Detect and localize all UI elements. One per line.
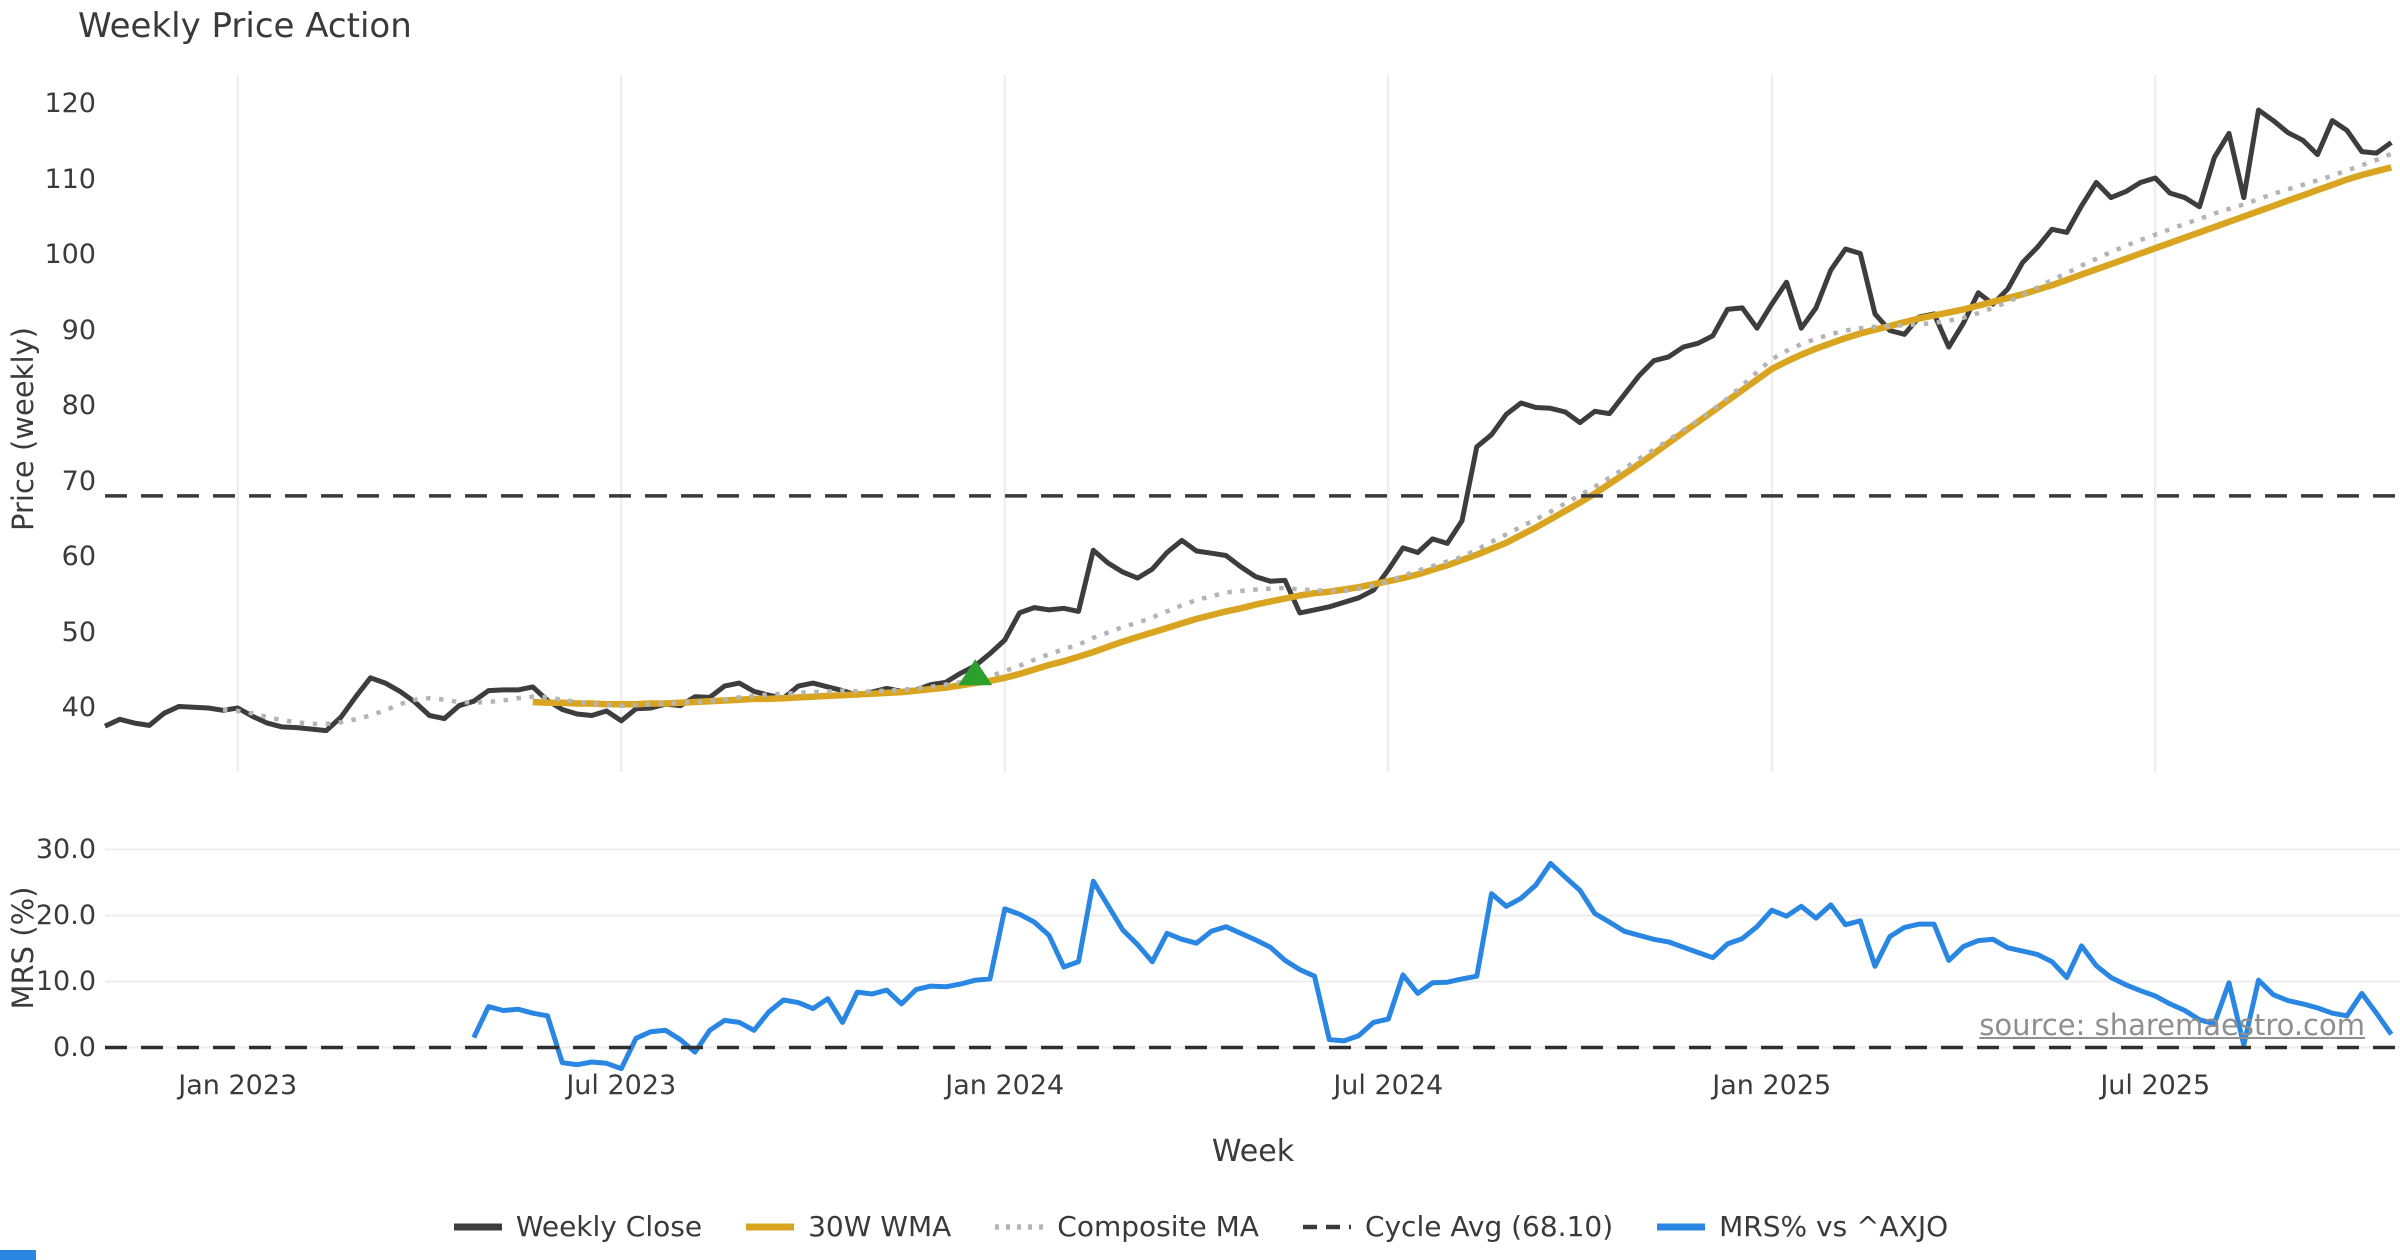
composite-ma-line [222, 151, 2393, 727]
legend-swatch-dotted-icon [995, 1223, 1044, 1230]
screen-edge-artifact [0, 1250, 36, 1260]
price-tick-100: 100 [44, 239, 96, 270]
price-tick-40: 40 [61, 692, 96, 723]
price-tick-90: 90 [61, 314, 96, 346]
legend-label: Cycle Avg (68.10) [1364, 1210, 1614, 1243]
source-note: source: sharemaestro.com [1979, 1008, 2365, 1042]
price-tick-70: 70 [61, 465, 96, 497]
price-tick-110: 110 [44, 163, 96, 195]
x-tick-jan-2023: Jan 2023 [178, 1070, 298, 1101]
legend-label: MRS% vs ^AXJO [1719, 1210, 1949, 1243]
price-tick-60: 60 [61, 541, 96, 572]
x-tick-jul-2023: Jul 2023 [566, 1070, 677, 1101]
legend-label: Composite MA [1057, 1210, 1259, 1243]
chart-title: Weekly Price Action [78, 6, 412, 46]
legend-swatch-solid-icon [453, 1223, 502, 1230]
price-tick-120: 120 [44, 88, 96, 119]
mrs-vs-axjo-line [471, 860, 2394, 1072]
legend-item-cycle-avg-68-10-: Cycle Avg (68.10) [1301, 1210, 1613, 1243]
mrs-tick-20.0: 20.0 [35, 899, 96, 931]
mrs-tick-30.0: 30.0 [35, 833, 96, 865]
30w-wma-line [532, 164, 2393, 708]
legend-label: Weekly Close [515, 1210, 703, 1243]
x-tick-jan-2024: Jan 2024 [945, 1070, 1065, 1101]
x-tick-jan-2025: Jan 2025 [1712, 1070, 1832, 1101]
mrs-tick-0.0: 0.0 [53, 1031, 96, 1063]
price-tick-80: 80 [61, 390, 96, 421]
price-tick-50: 50 [61, 616, 96, 648]
buy-signal-triangle-marker [958, 659, 993, 686]
legend-item-composite-ma: Composite MA [993, 1210, 1259, 1243]
legend: Weekly Close 30W WMA Composite MA Cycle Avg… [0, 1210, 2400, 1243]
legend-swatch-dashed-icon [1302, 1224, 1351, 1229]
legend-item-weekly-close: Weekly Close [452, 1210, 702, 1243]
legend-label: 30W WMA [808, 1210, 952, 1243]
mrs-tick-10.0: 10.0 [35, 965, 96, 997]
legend-swatch-solid-icon [746, 1223, 795, 1230]
x-axis-label: Week [1211, 1134, 1295, 1169]
legend-swatch-solid-icon [1657, 1223, 1706, 1230]
x-tick-jul-2024: Jul 2024 [1333, 1070, 1444, 1101]
x-tick-jul-2025: Jul 2025 [2100, 1070, 2211, 1101]
legend-item-mrs-vs-axjo: MRS% vs ^AXJO [1655, 1210, 1948, 1243]
legend-item-30w-wma: 30W WMA [744, 1210, 951, 1243]
weekly-close-line [103, 107, 2393, 734]
